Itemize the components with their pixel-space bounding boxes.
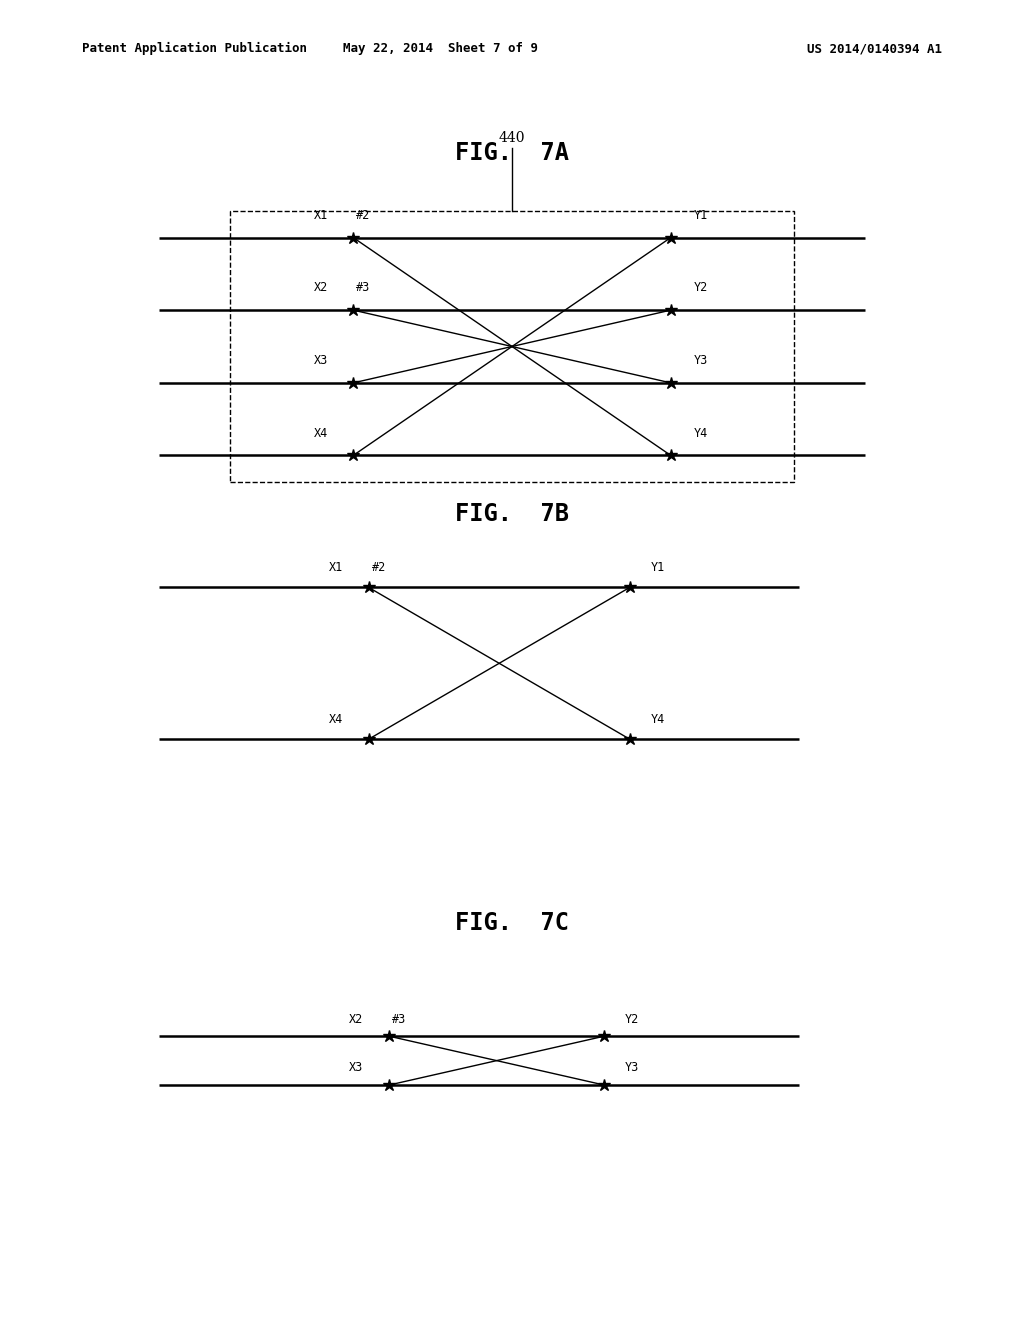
- Text: Patent Application Publication: Patent Application Publication: [82, 42, 307, 55]
- Text: Y4: Y4: [693, 426, 708, 440]
- Text: Y2: Y2: [693, 281, 708, 294]
- Text: X4: X4: [313, 426, 328, 440]
- Text: #3: #3: [356, 281, 371, 294]
- Text: X3: X3: [349, 1061, 364, 1074]
- Text: X1: X1: [329, 561, 343, 574]
- Text: Y4: Y4: [650, 713, 665, 726]
- Text: X1: X1: [313, 209, 328, 222]
- Text: X2: X2: [349, 1012, 364, 1026]
- Text: FIG.  7A: FIG. 7A: [455, 141, 569, 165]
- Text: X4: X4: [329, 713, 343, 726]
- Text: FIG.  7C: FIG. 7C: [455, 911, 569, 935]
- Text: X3: X3: [313, 354, 328, 367]
- Text: Y1: Y1: [693, 209, 708, 222]
- Text: Y1: Y1: [650, 561, 665, 574]
- Text: US 2014/0140394 A1: US 2014/0140394 A1: [807, 42, 942, 55]
- Text: FIG.  7B: FIG. 7B: [455, 502, 569, 525]
- Text: Y3: Y3: [625, 1061, 639, 1074]
- Text: X2: X2: [313, 281, 328, 294]
- Text: 440: 440: [499, 131, 525, 145]
- Text: Y2: Y2: [625, 1012, 639, 1026]
- Text: #2: #2: [372, 561, 386, 574]
- Text: #2: #2: [356, 209, 371, 222]
- Text: Y3: Y3: [693, 354, 708, 367]
- Text: May 22, 2014  Sheet 7 of 9: May 22, 2014 Sheet 7 of 9: [343, 42, 538, 55]
- Text: #3: #3: [392, 1012, 407, 1026]
